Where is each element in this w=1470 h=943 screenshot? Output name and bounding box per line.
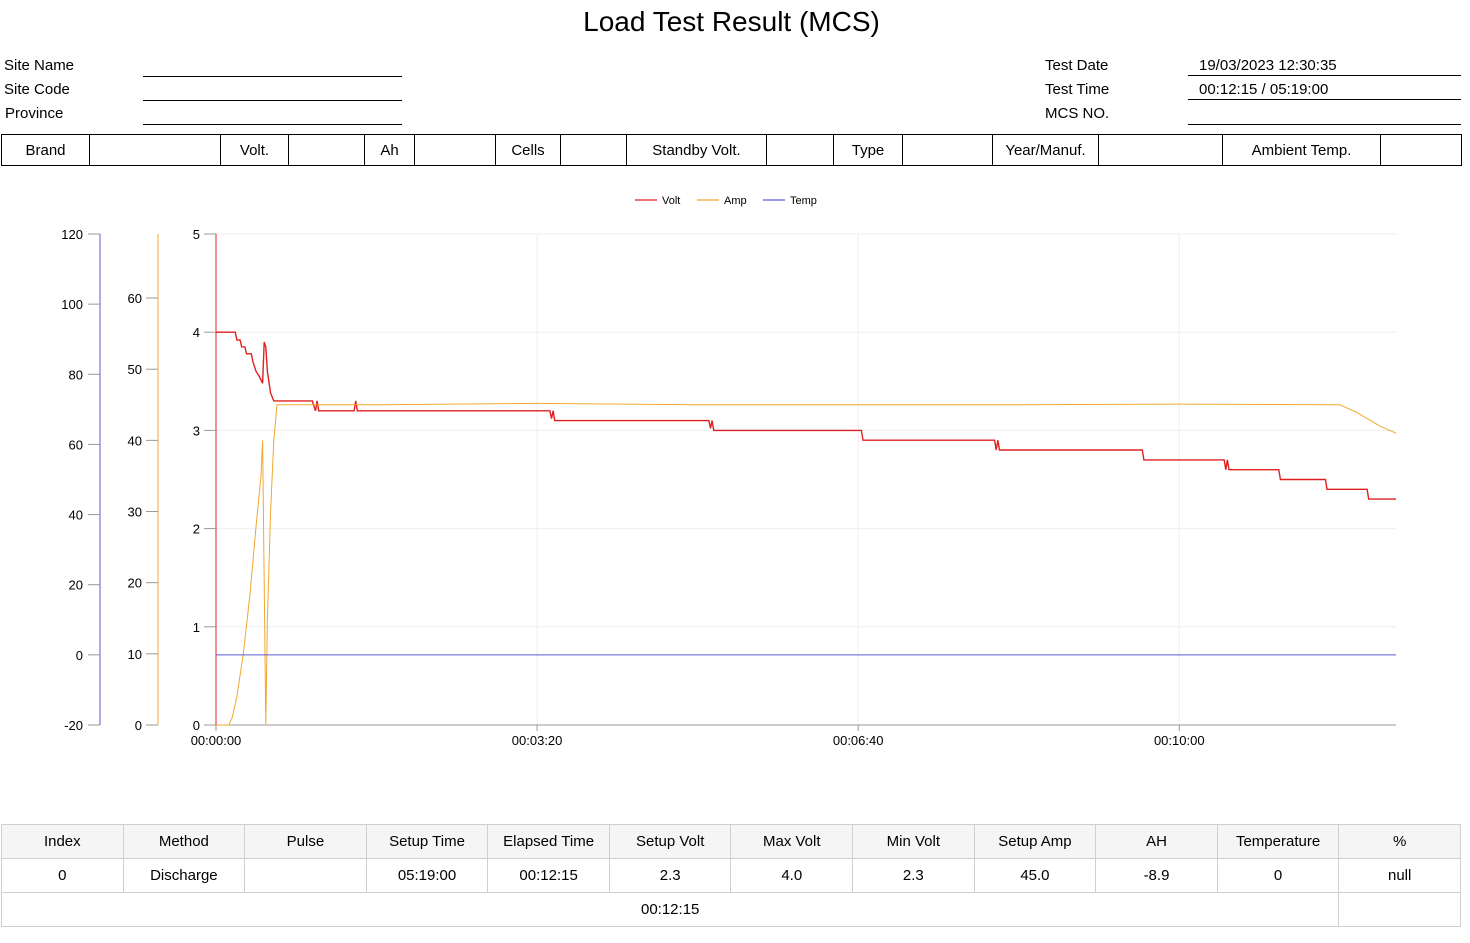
temp-axis-tick-label: 100 [61, 297, 83, 312]
test-time-field [1188, 99, 1461, 100]
header-percent: % [1338, 824, 1461, 859]
standby-volt-label: Standby Volt. [626, 134, 767, 166]
cell-setup-volt: 2.3 [608, 858, 732, 893]
year-manuf-value [1098, 134, 1223, 166]
header-method: Method [122, 824, 246, 859]
cell-pulse [244, 858, 367, 893]
temp-axis-tick-label: 80 [69, 367, 83, 382]
test-time-value: 00:12:15 / 05:19:00 [1199, 81, 1329, 98]
ah-value [414, 134, 496, 166]
site-name-field [143, 76, 402, 77]
brand-label: Brand [1, 134, 90, 166]
legend-label-volt: Volt [662, 195, 680, 207]
x-axis-tick-label: 00:03:20 [512, 733, 563, 748]
ah-label: Ah [364, 134, 415, 166]
mcs-no-label: MCS NO. [1045, 105, 1110, 122]
temp-axis-tick-label: 120 [61, 227, 83, 242]
cell-ah: -8.9 [1095, 858, 1218, 893]
temp-axis-tick-label: 20 [69, 578, 83, 593]
header-max-volt: Max Volt [730, 824, 854, 859]
x-axis-tick-label: 00:06:40 [833, 733, 884, 748]
header-setup-amp: Setup Amp [973, 824, 1097, 859]
mcs-no-field [1188, 124, 1461, 125]
cell-min-volt: 2.3 [852, 858, 975, 893]
cell-elapsed-time: 00:12:15 [487, 858, 610, 893]
summary-elapsed: 00:12:15 [0, 892, 1340, 927]
brand-value [89, 134, 221, 166]
cell-temperature: 0 [1216, 858, 1340, 893]
standby-volt-value [766, 134, 834, 166]
header-ah: AH [1095, 824, 1218, 859]
type-value [902, 134, 993, 166]
result-table: Index Method Pulse Setup Time Elapsed Ti… [0, 824, 1461, 927]
cells-label: Cells [495, 134, 561, 166]
cell-max-volt: 4.0 [730, 858, 854, 893]
cell-setup-amp: 45.0 [973, 858, 1097, 893]
year-manuf-label: Year/Manuf. [992, 134, 1099, 166]
test-date-value: 19/03/2023 12:30:35 [1199, 57, 1337, 74]
type-label: Type [833, 134, 903, 166]
test-date-field [1188, 75, 1461, 76]
amp-axis-tick-label: 50 [128, 362, 142, 377]
header-setup-volt: Setup Volt [608, 824, 732, 859]
amp-axis-tick-label: 40 [128, 433, 142, 448]
header-temperature: Temperature [1216, 824, 1340, 859]
x-axis-tick-label: 00:00:00 [191, 733, 242, 748]
amp-axis-tick-label: 60 [128, 291, 142, 306]
volt-axis-tick-label: 5 [193, 227, 200, 242]
cell-method: Discharge [122, 858, 246, 893]
battery-spec-table: Brand Volt. Ah Cells Standby Volt. Type … [1, 134, 1462, 166]
legend-label-amp: Amp [724, 195, 747, 207]
report-title: Load Test Result (MCS) [583, 6, 880, 37]
load-test-chart: -20 0 20 40 60 80 100 120 0 10 20 30 40 50 60 0 1 2 3 4 5 00:… [61, 195, 1397, 748]
summary-blank [1338, 892, 1461, 927]
volt-label: Volt. [220, 134, 289, 166]
amp-axis-tick-label: 0 [135, 718, 142, 733]
cell-index: 0 [1, 858, 124, 893]
site-code-label: Site Code [4, 81, 70, 98]
cells-value [560, 134, 627, 166]
series-line-amp [216, 402, 1397, 726]
header-index: Index [1, 824, 124, 859]
test-date-label: Test Date [1045, 57, 1109, 74]
volt-value [288, 134, 365, 166]
volt-axis-tick-label: 0 [193, 718, 200, 733]
province-field [143, 124, 402, 125]
volt-axis-tick-label: 3 [193, 423, 200, 438]
temp-axis-tick-label: 40 [69, 508, 83, 523]
temp-axis-tick-label: 0 [76, 648, 83, 663]
temp-axis-tick-label: -20 [64, 718, 83, 733]
amp-axis-tick-label: 10 [128, 647, 142, 662]
legend-label-temp: Temp [790, 195, 817, 207]
site-code-field [143, 100, 402, 101]
series-line-volt [216, 331, 1396, 500]
cell-setup-time: 05:19:00 [365, 858, 489, 893]
ambient-temp-value [1380, 134, 1462, 166]
header-pulse: Pulse [244, 824, 367, 859]
header-elapsed-time: Elapsed Time [487, 824, 610, 859]
header-setup-time: Setup Time [365, 824, 489, 859]
volt-axis-tick-label: 4 [193, 325, 200, 340]
ambient-temp-label: Ambient Temp. [1222, 134, 1381, 166]
volt-axis-tick-label: 1 [193, 620, 200, 635]
header-min-volt: Min Volt [852, 824, 975, 859]
x-axis-tick-label: 00:10:00 [1154, 733, 1205, 748]
volt-axis-tick-label: 2 [193, 522, 200, 537]
cell-percent: null [1338, 858, 1461, 893]
amp-axis-tick-label: 20 [128, 576, 142, 591]
test-time-label: Test Time [1045, 81, 1110, 98]
site-name-label: Site Name [4, 57, 75, 74]
amp-axis-tick-label: 30 [128, 505, 142, 520]
temp-axis-tick-label: 60 [69, 437, 83, 452]
province-label: Province [5, 105, 64, 122]
